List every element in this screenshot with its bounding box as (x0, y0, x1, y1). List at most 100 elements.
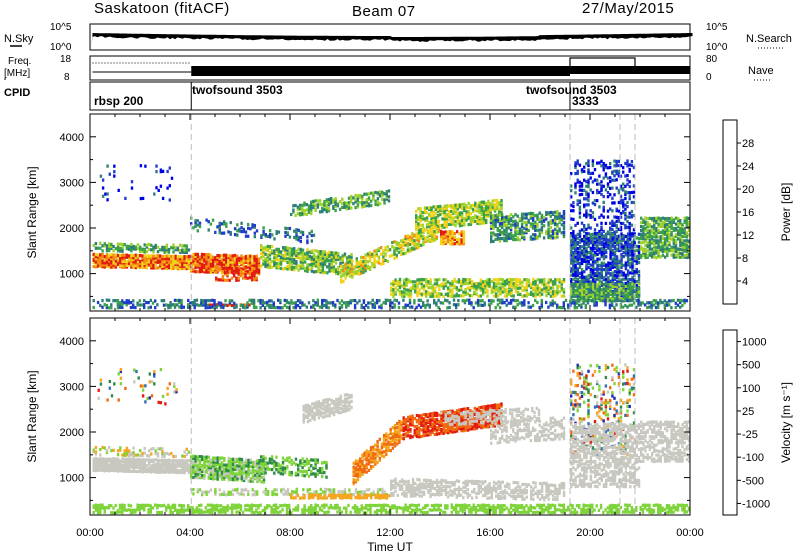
data-cell (596, 191, 599, 195)
data-cell (248, 298, 251, 302)
data-cell (321, 298, 324, 303)
data-cell (367, 305, 370, 309)
data-cell (619, 187, 623, 191)
data-cell (433, 301, 436, 305)
data-cell (360, 269, 363, 273)
data-cell (481, 280, 485, 284)
data-cell (417, 229, 421, 233)
data-cell (312, 303, 315, 308)
data-cell (209, 264, 213, 268)
data-cell (501, 279, 504, 283)
data-cell (663, 237, 667, 241)
data-cell (404, 306, 407, 310)
data-cell (310, 255, 314, 259)
data-cell (481, 303, 484, 307)
data-cell (206, 305, 210, 310)
data-cell (207, 266, 210, 270)
data-cell (632, 245, 636, 249)
data-cell (350, 206, 353, 210)
data-cell (507, 301, 511, 305)
data-cell (337, 272, 340, 276)
data-cell (646, 232, 649, 237)
data-cell (260, 245, 263, 249)
data-cell (208, 305, 212, 310)
data-cell (687, 251, 691, 255)
data-cell (176, 263, 180, 267)
data-cell (618, 287, 621, 291)
data-cell (659, 237, 662, 241)
data-cell (576, 282, 579, 287)
data-cell (551, 282, 555, 286)
data-cell (549, 286, 553, 290)
data-cell (514, 238, 517, 242)
data-cell (292, 208, 295, 212)
data-cell (574, 284, 577, 288)
data-cell (364, 269, 367, 273)
data-cell (310, 305, 313, 309)
data-cell (136, 259, 140, 264)
data-cell (477, 294, 480, 298)
data-cell (101, 261, 104, 265)
data-cell (540, 278, 544, 282)
data-cell (303, 212, 306, 216)
data-cell (150, 264, 153, 268)
data-cell (527, 278, 531, 282)
data-cell (358, 299, 361, 303)
data-cell (560, 280, 563, 284)
data-cell (663, 305, 666, 309)
data-cell (490, 298, 493, 303)
data-cell (271, 251, 274, 255)
data-cell (496, 219, 499, 224)
data-cell (238, 227, 241, 231)
data-cell (240, 221, 243, 225)
data-cell (394, 292, 397, 296)
data-cell (572, 277, 575, 281)
data-cell (286, 264, 289, 269)
data-cell (529, 224, 533, 229)
data-cell (337, 267, 340, 271)
data-cell (452, 204, 455, 208)
data-cell (192, 226, 195, 230)
data-cell (365, 200, 368, 204)
data-cell (605, 280, 608, 284)
data-cell (128, 257, 131, 261)
data-cell (679, 231, 682, 235)
data-cell (632, 200, 636, 205)
data-cell (585, 227, 588, 231)
data-cell (341, 197, 344, 201)
data-cell (233, 233, 237, 237)
data-cell (187, 305, 190, 309)
data-cell (454, 207, 457, 211)
data-cell (424, 238, 427, 242)
data-cell (193, 301, 196, 305)
data-cell (367, 301, 370, 305)
data-cell (576, 279, 579, 283)
data-cell (531, 212, 535, 216)
data-cell (405, 288, 408, 292)
data-cell (407, 278, 410, 282)
data-cell (653, 254, 656, 258)
data-cell (160, 299, 163, 303)
data-cell (562, 220, 566, 225)
data-cell (481, 286, 485, 290)
data-cell (495, 200, 499, 204)
data-cell (443, 219, 446, 223)
data-cell (489, 212, 492, 216)
data-cell (451, 232, 454, 236)
data-cell (617, 163, 621, 168)
data-cell (685, 233, 689, 237)
data-cell (343, 201, 346, 205)
data-cell (503, 238, 506, 243)
data-cell (499, 290, 502, 294)
data-cell (147, 242, 151, 247)
data-cell (228, 266, 231, 270)
data-cell (604, 301, 607, 305)
data-cell (123, 253, 126, 257)
data-cell (159, 258, 162, 262)
data-cell (635, 236, 638, 240)
data-cell (172, 243, 175, 247)
data-cell (431, 239, 434, 243)
nsky-tick-label: 10^0 (706, 42, 728, 53)
data-cell (605, 290, 608, 294)
data-cell (631, 294, 634, 299)
